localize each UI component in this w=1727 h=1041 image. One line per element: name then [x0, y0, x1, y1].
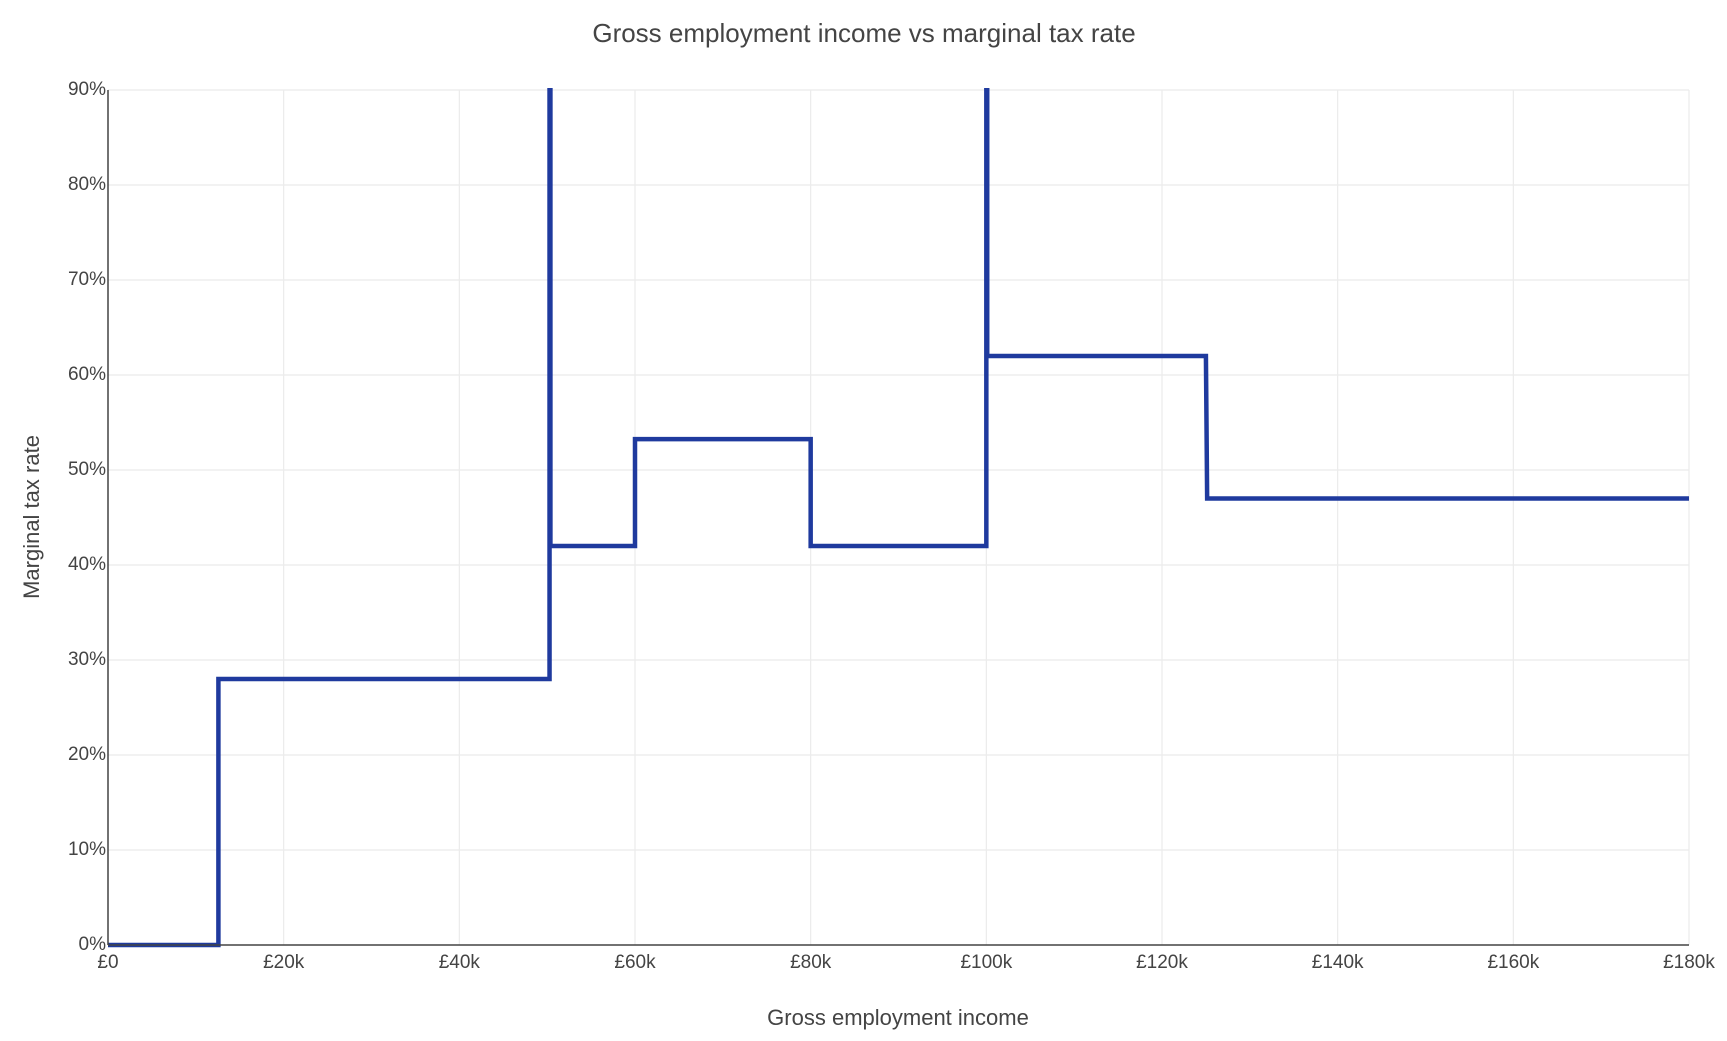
x-tick-label: £100k [960, 952, 1012, 973]
x-tick-label: £80k [790, 952, 832, 973]
y-axis-title: Marginal tax rate [19, 435, 44, 599]
y-tick-label: 70% [68, 269, 106, 290]
y-tick-label: 0% [79, 934, 107, 955]
y-tick-label: 10% [68, 839, 106, 860]
x-tick-label: £120k [1136, 952, 1188, 973]
y-tick-label: 50% [68, 459, 106, 480]
x-tick-label: £0 [97, 952, 118, 973]
y-tick-label: 80% [68, 174, 106, 195]
x-axis-title: Gross employment income [767, 1005, 1029, 1030]
y-tick-label: 40% [68, 554, 106, 575]
chart-title: Gross employment income vs marginal tax … [592, 18, 1135, 48]
line-series [108, 88, 1689, 948]
x-tick-label: £180k [1663, 952, 1715, 973]
y-tick-label: 90% [68, 79, 106, 100]
y-tick-label: 60% [68, 364, 106, 385]
x-tick-label: £40k [439, 952, 481, 973]
x-tick-label: £20k [263, 952, 305, 973]
x-tick-label: £140k [1312, 952, 1364, 973]
x-tick-label: £60k [614, 952, 656, 973]
y-tick-label: 20% [68, 744, 106, 765]
y-tick-label: 30% [68, 649, 106, 670]
x-tick-label: £160k [1487, 952, 1539, 973]
